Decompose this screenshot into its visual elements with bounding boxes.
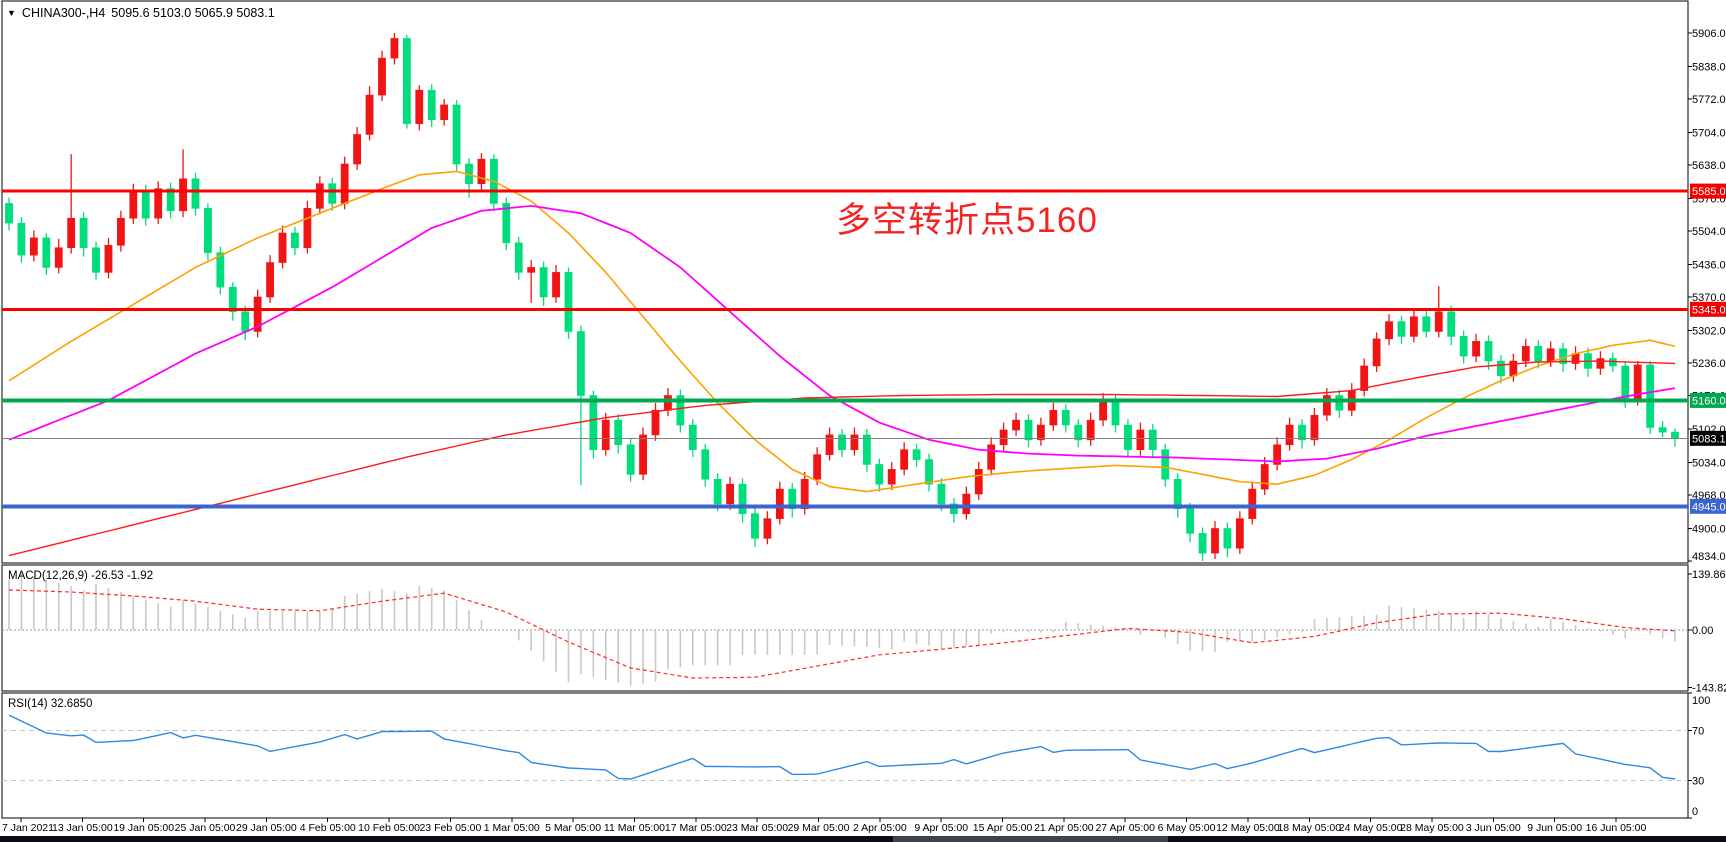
horizontal-levels	[2, 189, 1688, 509]
time-axis-label: 27 Apr 05:00	[1095, 822, 1155, 834]
macd-histogram	[2, 572, 1688, 686]
time-axis-label: 21 Apr 05:00	[1034, 822, 1094, 834]
time-axis-label: 9 Apr 05:00	[914, 822, 968, 834]
axis-tick-label: 5838.0	[1692, 61, 1726, 73]
time-axis-label: 3 Jun 05:00	[1466, 822, 1521, 834]
axis-tick-label: 100	[1692, 695, 1710, 707]
time-axis-label: 23 Mar 05:00	[726, 822, 788, 834]
axis-tick-label: 5034.0	[1692, 457, 1726, 469]
svg-text:5160.0: 5160.0	[1692, 395, 1726, 407]
axis-tick-label: 5704.0	[1692, 127, 1726, 139]
axis-tick-label: 0	[1692, 806, 1698, 818]
time-axis-label: 11 Mar 05:00	[604, 822, 665, 834]
time-axis-label: 17 Mar 05:00	[665, 822, 727, 834]
time-axis-label: 4 Feb 05:00	[300, 822, 356, 834]
axis-tick-label: 5236.0	[1692, 358, 1726, 370]
axis-tick-label: 4834.0	[1692, 551, 1726, 563]
axis-tick-label: 5302.0	[1692, 325, 1726, 337]
price-badge-5345.0	[1690, 301, 1726, 317]
taskbar-strip	[0, 836, 1726, 842]
axis-tick-label: 5370.0	[1692, 292, 1726, 304]
svg-text:5585.0: 5585.0	[1692, 186, 1726, 198]
time-axis-label: 29 Jan 05:00	[236, 822, 297, 834]
price-badge-5160.0	[1690, 392, 1726, 408]
pivot-annotation: 多空转折点5160	[836, 201, 1098, 240]
candles-layer	[5, 33, 1679, 561]
macd-label: MACD(12,26,9) -26.53 -1.92	[8, 570, 154, 582]
symbol-ohlc-values: 5095.6 5103.0 5065.9 5083.1	[111, 6, 275, 20]
time-axis-label: 25 Jan 05:00	[175, 822, 236, 834]
time-axis-label: 28 May 05:00	[1400, 822, 1464, 834]
time-axis-label: 12 May 05:00	[1216, 822, 1280, 834]
price-badge-4945.0	[1690, 498, 1726, 514]
price-axis: 5906.05838.05772.05704.05638.05570.05504…	[1688, 28, 1726, 819]
rsi-label: RSI(14) 32.6850	[8, 698, 93, 710]
taskbar-strip-segment	[893, 836, 1168, 842]
symbol-header[interactable]: ▼ CHINA300-,H4 5095.6 5103.0 5065.9 5083…	[7, 6, 275, 20]
time-axis-label: 16 Jun 05:00	[1586, 822, 1647, 834]
axis-tick-label: 5906.0	[1692, 28, 1726, 40]
time-axis-label: 6 May 05:00	[1158, 822, 1216, 834]
time-axis-label: 24 May 05:00	[1339, 822, 1403, 834]
axis-tick-label: -143.82	[1692, 683, 1726, 695]
axis-tick-label: 70	[1692, 726, 1704, 738]
axis-tick-label: 30	[1692, 776, 1704, 788]
axis-tick-label: 0.00	[1692, 625, 1713, 637]
svg-text:4945.0: 4945.0	[1692, 501, 1726, 513]
axis-tick-label: 5504.0	[1692, 226, 1726, 238]
time-axis-label: 13 Jan 05:00	[52, 822, 113, 834]
time-axis-label: 1 Mar 05:00	[484, 822, 540, 834]
time-axis-label: 7 Jan 2021	[2, 822, 54, 834]
time-axis-label: 2 Apr 05:00	[853, 822, 907, 834]
svg-text:5083.1: 5083.1	[1692, 433, 1726, 445]
time-axis-label: 19 Jan 05:00	[113, 822, 174, 834]
axis-tick-label: 4900.0	[1692, 523, 1726, 535]
time-axis-label: 5 Mar 05:00	[545, 822, 601, 834]
rsi-line	[8, 714, 1676, 780]
ma-orange-line	[8, 170, 1676, 493]
axis-tick-label: 5772.0	[1692, 94, 1726, 106]
time-axis-label: 10 Feb 05:00	[358, 822, 420, 834]
time-axis-label: 29 Mar 05:00	[788, 822, 850, 834]
triangle-down-icon: ▼	[7, 7, 16, 18]
rsi-panel-content	[2, 714, 1688, 781]
price-badges: 5585.0 5345.0 5160.0 4945.0 5083.1	[1690, 183, 1726, 514]
panel-frames	[1, 0, 1689, 819]
time-axis-label: 9 Jun 05:00	[1527, 822, 1582, 834]
symbol-title: CHINA300-,H4	[21, 6, 106, 20]
time-axis-label: 23 Feb 05:00	[419, 822, 481, 834]
price-badge-5083.1	[1690, 430, 1726, 446]
time-axis-label: 18 May 05:00	[1277, 822, 1341, 834]
axis-tick-label: 5436.0	[1692, 259, 1726, 271]
price-badge-5585.0	[1690, 183, 1726, 199]
svg-text:5345.0: 5345.0	[1692, 304, 1726, 316]
axis-tick-label: 5638.0	[1692, 160, 1726, 172]
time-axis-label: 15 Apr 05:00	[973, 822, 1033, 834]
ma-red-line	[8, 360, 1676, 557]
axis-tick-label: 139.86	[1692, 569, 1726, 581]
